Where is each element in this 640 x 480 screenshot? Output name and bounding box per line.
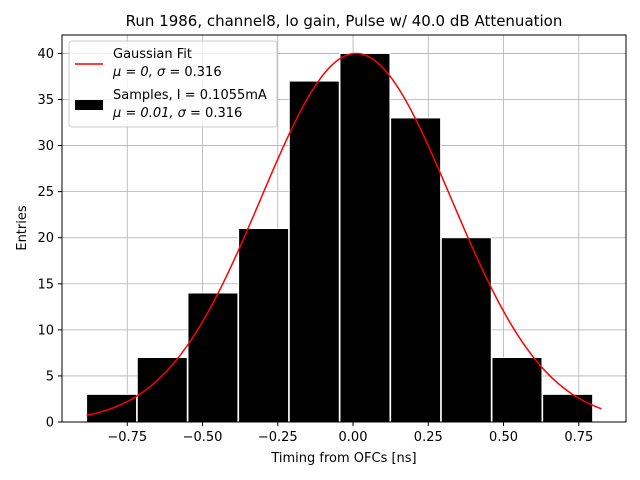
plot-frame [61, 34, 627, 423]
legend-fit-stats: μ = 0, σ = 0.316 [112, 65, 222, 80]
histogram-bar [187, 292, 239, 423]
y-tick-label: 10 [37, 323, 54, 338]
legend-hist-label: Samples, I = 0.1055mA [113, 88, 267, 103]
legend-fit-label: Gaussian Fit [113, 47, 192, 62]
x-tick-label: 0.50 [489, 430, 518, 445]
gaussian-fit-line [86, 52, 602, 417]
legend-hist-sigma-value: = 0.316 [186, 106, 242, 121]
x-tick-label: −0.25 [258, 430, 298, 445]
y-tick-label: 0 [46, 416, 54, 431]
chart-title: Run 1986, channel8, lo gain, Pulse w/ 40… [126, 12, 563, 30]
legend-fit-mu-text: μ = 0, [112, 65, 157, 80]
y-axis-label: Entries [15, 205, 30, 251]
histogram-bar [390, 117, 442, 423]
legend-hist-stats: μ = 0.01, σ = 0.316 [112, 106, 242, 121]
legend-hist-swatch [75, 100, 103, 110]
axis-ticks: −0.75 −0.50 −0.25 0.00 0.25 0.50 0.75 0 5 10 15 20 2… [37, 47, 593, 445]
x-tick-label: −0.75 [107, 430, 147, 445]
y-tick-label: 40 [37, 47, 54, 62]
histogram-bar [491, 357, 543, 423]
histogram-bar [339, 52, 391, 423]
y-tick-label: 35 [37, 93, 54, 108]
legend-fit-sigma-value: = 0.316 [165, 65, 221, 80]
legend-box [68, 40, 278, 128]
legend-hist-sigma-symbol: σ [178, 106, 187, 121]
x-axis-label: Timing from OFCs [ns] [270, 451, 416, 466]
y-tick-label: 20 [37, 231, 54, 246]
y-tick-label: 15 [37, 277, 54, 292]
x-tick-label: −0.50 [183, 430, 223, 445]
y-tick-label: 25 [37, 185, 54, 200]
legend-fit-sigma-symbol: σ [157, 65, 166, 80]
x-tick-label: 0.00 [339, 430, 368, 445]
x-tick-label: 0.75 [564, 430, 593, 445]
histogram-bars [86, 52, 594, 423]
legend-hist-mu-text: μ = 0.01, [112, 106, 178, 121]
y-tick-label: 5 [46, 369, 54, 384]
legend: Gaussian Fit μ = 0, σ = 0.316 Samples, I… [68, 40, 278, 128]
histogram-bar [238, 228, 290, 423]
x-tick-label: 0.25 [414, 430, 443, 445]
histogram-bar [440, 237, 492, 423]
y-tick-label: 30 [37, 139, 54, 154]
histogram-bar [542, 393, 594, 423]
histogram-bar [136, 357, 188, 423]
histogram-bar [288, 80, 340, 423]
